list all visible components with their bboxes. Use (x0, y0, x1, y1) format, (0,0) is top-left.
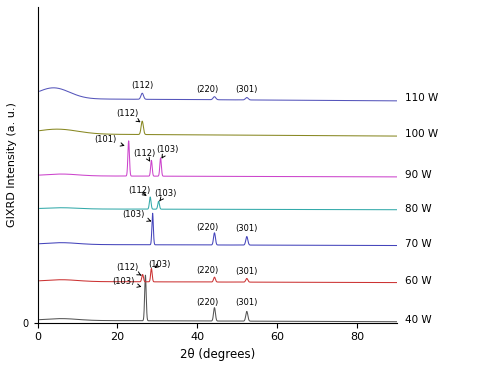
Text: 60 W: 60 W (405, 276, 432, 286)
Text: 40 W: 40 W (405, 315, 432, 325)
Text: 70 W: 70 W (405, 239, 432, 249)
Text: (112): (112) (116, 109, 140, 122)
Text: (101): (101) (94, 135, 124, 146)
Text: 80 W: 80 W (405, 204, 432, 213)
Y-axis label: GIXRD Intensity (a. u.): GIXRD Intensity (a. u.) (7, 102, 17, 227)
Text: (103): (103) (112, 277, 141, 287)
Text: (112): (112) (128, 186, 151, 195)
Text: (220): (220) (196, 266, 218, 275)
Text: (301): (301) (235, 224, 257, 233)
Text: (112): (112) (116, 263, 141, 275)
Text: (220): (220) (196, 85, 218, 94)
Text: 90 W: 90 W (405, 170, 432, 180)
Text: 110 W: 110 W (405, 93, 438, 103)
Text: (301): (301) (235, 85, 257, 95)
Text: (301): (301) (236, 298, 258, 307)
Text: (301): (301) (236, 267, 258, 276)
Text: (103): (103) (156, 145, 179, 158)
Text: (220): (220) (196, 298, 218, 307)
Text: 100 W: 100 W (405, 128, 438, 139)
Text: (112): (112) (131, 81, 153, 90)
Text: (103): (103) (148, 260, 170, 269)
X-axis label: 2θ (degrees): 2θ (degrees) (180, 348, 255, 361)
Text: (112): (112) (134, 149, 156, 161)
Text: (220): (220) (196, 223, 218, 232)
Text: (103): (103) (154, 189, 177, 201)
Text: (103): (103) (122, 210, 151, 221)
